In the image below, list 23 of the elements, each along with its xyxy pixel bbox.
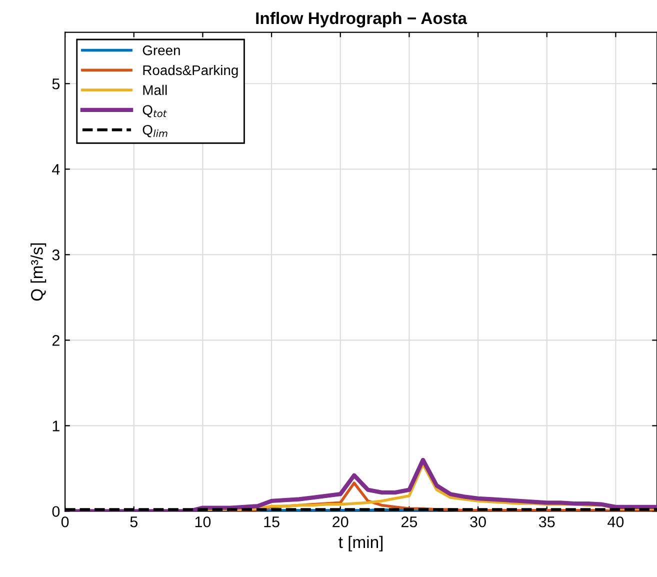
y-tick-label: 0 — [52, 506, 60, 517]
x-tick-label: 0 — [61, 516, 69, 528]
x-tick-label: 20 — [332, 516, 348, 528]
legend-label: Q$_{tot}$ — [142, 105, 167, 118]
x-tick-label: 25 — [401, 516, 418, 528]
legend-label: Mall — [143, 84, 167, 96]
x-tick-label: 5 — [130, 516, 138, 528]
legend-label: Green — [142, 45, 180, 56]
y-tick-label: 5 — [52, 78, 60, 90]
x-tick-label: 10 — [195, 516, 211, 528]
y-tick-label: 2 — [52, 335, 60, 346]
x-tick-label: 30 — [470, 516, 486, 528]
y-tick-label: 3 — [52, 250, 60, 260]
x-tick-label: 35 — [538, 516, 555, 528]
y-axis-title: Q [m³/s] — [30, 243, 46, 301]
x-tick-label: 15 — [264, 516, 280, 528]
x-axis-title: t [min] — [338, 536, 383, 552]
y-tick-label: 4 — [52, 164, 60, 175]
legend-label: Q$_{lim}$ — [142, 124, 168, 138]
y-tick-label: 1 — [52, 420, 60, 432]
legend-label: Roads&Parking — [143, 64, 238, 78]
chart-title: Inflow Hydrograph − Aosta — [256, 12, 468, 28]
x-tick-label: 40 — [608, 516, 624, 528]
